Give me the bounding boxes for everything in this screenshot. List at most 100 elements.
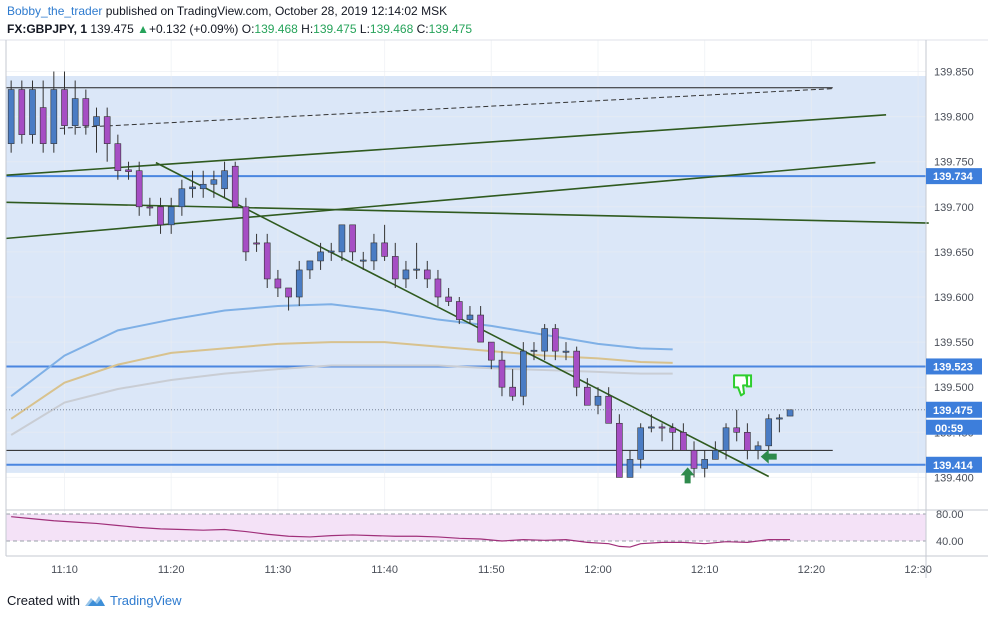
close-label: C:: [416, 22, 429, 36]
candle: [530, 342, 538, 361]
candle: [327, 242, 335, 261]
x-tick-label: 11:20: [158, 564, 185, 576]
candle-body: [370, 242, 378, 262]
candle-body: [189, 186, 196, 190]
candle-body: [605, 395, 612, 424]
candle: [658, 423, 666, 442]
candle: [285, 287, 292, 311]
candle-body: [157, 206, 164, 226]
candle-body: [562, 350, 570, 353]
candle-body: [669, 427, 676, 433]
candle: [445, 287, 452, 307]
candle-body: [733, 427, 741, 433]
candle-body: [754, 445, 762, 451]
candle: [221, 161, 228, 198]
candle: [648, 414, 655, 433]
y-tick-label: 139.550: [934, 337, 974, 349]
candle: [712, 441, 719, 460]
price-label-text: 139.475: [933, 405, 973, 417]
rsi-level-label: 80.00: [936, 509, 964, 521]
candle-body: [338, 224, 346, 253]
candle-body: [317, 251, 324, 262]
candle-body: [712, 450, 719, 460]
candle-body: [39, 107, 47, 144]
candle: [103, 107, 111, 162]
candle: [616, 414, 623, 478]
candle-body: [285, 287, 292, 298]
price-label-box: [926, 456, 982, 473]
moving-average-line: [10, 341, 673, 420]
candle: [18, 80, 26, 144]
candle-body: [146, 206, 154, 209]
low-value: 139.468: [369, 22, 414, 36]
x-tick-label: 11:10: [51, 564, 78, 576]
candle: [359, 251, 367, 270]
candle-body: [413, 268, 420, 271]
candle-body: [210, 179, 218, 185]
highlight-zone: [6, 76, 926, 473]
candle: [178, 179, 186, 216]
candle: [423, 260, 431, 288]
low-label: L:: [359, 22, 370, 36]
candle-body: [327, 250, 335, 253]
y-tick-label: 139.750: [934, 157, 974, 169]
candle: [402, 260, 410, 288]
candle-body: [7, 89, 15, 144]
candle: [93, 107, 100, 153]
trend-line: [6, 113, 887, 177]
rsi-line: [11, 516, 791, 548]
candle: [573, 346, 580, 397]
candle: [349, 224, 356, 261]
candle: [498, 351, 506, 397]
y-tick-label: 139.700: [934, 202, 974, 214]
footer: Created with TradingView: [7, 593, 182, 608]
left-arrow-icon: [760, 449, 777, 464]
author-link[interactable]: Bobby_the_trader: [7, 4, 103, 18]
candle: [82, 89, 90, 135]
candle: [626, 450, 634, 478]
candle-body: [509, 386, 516, 397]
candle: [391, 242, 399, 288]
y-tick-label: 139.800: [934, 112, 974, 124]
candle: [605, 387, 612, 424]
candle: [114, 134, 122, 180]
candle: [274, 269, 282, 297]
candle-body: [29, 89, 36, 135]
price-label-text: 139.523: [933, 361, 973, 373]
symbol-header: FX:GBPJPY, 1 139.475 ▲+0.132 (+0.09%) O:…: [7, 22, 472, 36]
candle-body: [199, 183, 207, 190]
trend-line: [6, 161, 876, 240]
x-tick-label: 11:50: [478, 564, 505, 576]
candle-body: [520, 350, 527, 397]
tradingview-link[interactable]: TradingView: [109, 593, 182, 608]
symbol-name: FX:GBPJPY, 1: [7, 22, 88, 36]
candle: [744, 423, 751, 460]
candle-body: [82, 98, 90, 126]
price-label-text: 139.414: [933, 460, 974, 472]
moving-average-line: [10, 303, 673, 398]
candle-body: [637, 427, 644, 460]
thumbs-down-icon: [733, 374, 753, 397]
candle-body: [594, 395, 602, 406]
candle-body: [61, 89, 68, 126]
candle: [50, 71, 58, 153]
candle-body: [18, 89, 26, 135]
high-value: 139.475: [313, 22, 357, 36]
candle: [733, 409, 741, 442]
candle: [231, 161, 239, 208]
candle: [317, 242, 324, 270]
candle: [520, 342, 527, 406]
candle: [765, 414, 773, 451]
candle-body: [306, 260, 314, 271]
tradingview-logo-icon: [84, 596, 105, 606]
open-label: O:: [241, 22, 255, 36]
candle: [189, 170, 196, 198]
candle-body: [71, 98, 79, 126]
candle: [487, 341, 495, 370]
candle: [455, 297, 463, 325]
candle-body: [765, 418, 773, 447]
candle: [466, 306, 474, 325]
candle-body: [552, 328, 559, 352]
open-value: 139.468: [254, 22, 298, 36]
